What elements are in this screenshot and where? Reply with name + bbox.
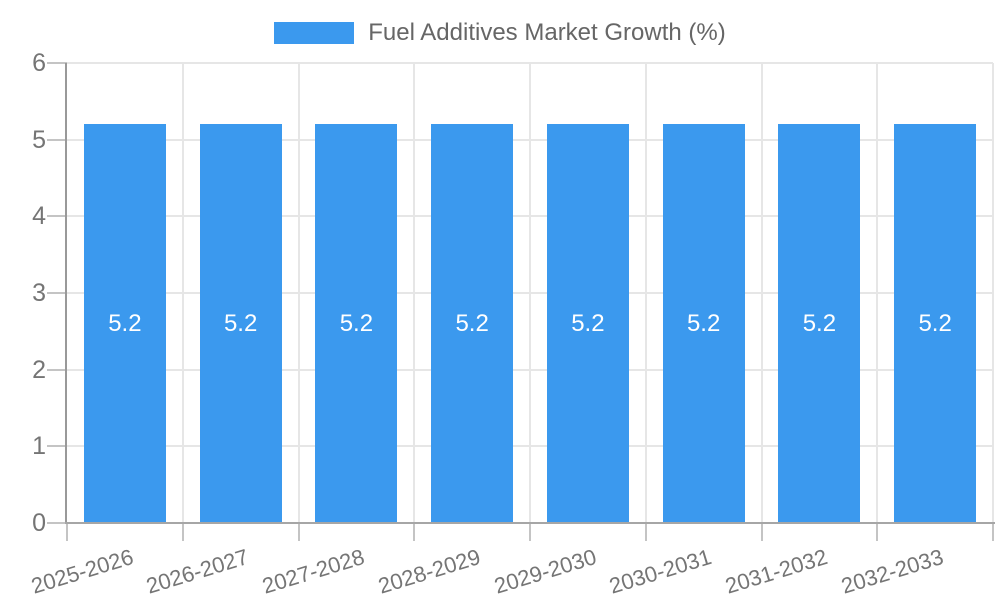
x-tick [413, 523, 416, 541]
x-tick-label: 2025-2026 [27, 544, 136, 599]
legend: Fuel Additives Market Growth (%) [0, 19, 1000, 47]
x-tick [529, 523, 531, 541]
x-gridline [529, 63, 531, 523]
bar[interactable]: 5.2 [199, 124, 282, 523]
bar[interactable]: 5.2 [778, 124, 861, 523]
y-axis-line [65, 63, 67, 523]
x-gridline [413, 63, 416, 523]
y-tick [47, 368, 67, 371]
x-axis-line [65, 522, 995, 524]
y-tick-label: 2 [32, 355, 46, 384]
bar[interactable]: 5.2 [431, 124, 514, 523]
x-tick [760, 523, 763, 541]
x-gridline [876, 63, 879, 523]
y-tick-label: 4 [32, 202, 46, 231]
x-tick [876, 523, 879, 541]
bar[interactable]: 5.2 [894, 124, 977, 523]
bar-value-label: 5.2 [223, 309, 258, 337]
y-tick [47, 445, 67, 448]
x-gridline [297, 63, 300, 523]
y-tick [47, 62, 67, 64]
x-tick [644, 523, 647, 541]
x-tick-label: 2027-2028 [259, 544, 368, 599]
legend-swatch[interactable] [274, 22, 355, 44]
bar[interactable]: 5.2 [315, 124, 398, 523]
bar-value-label: 5.2 [108, 309, 142, 337]
bar-value-label: 5.2 [455, 309, 489, 337]
x-tick-label: 2030-2031 [606, 544, 715, 599]
x-gridline [760, 63, 763, 523]
x-tick [992, 523, 994, 541]
bar-value-label: 5.2 [339, 309, 374, 337]
x-tick-label: 2029-2030 [490, 544, 599, 599]
y-tick [47, 138, 67, 141]
x-tick-label: 2026-2027 [143, 544, 252, 599]
x-tick [297, 523, 300, 541]
y-tick-label: 5 [32, 125, 46, 154]
chart-title[interactable]: Fuel Additives Market Growth (%) [368, 19, 726, 46]
y-tick [47, 292, 67, 294]
x-tick-label: 2031-2032 [722, 544, 831, 599]
x-gridline [992, 63, 994, 523]
x-gridline [181, 63, 184, 523]
y-tick-label: 6 [32, 49, 46, 77]
bar-value-label: 5.2 [802, 309, 837, 337]
bar[interactable]: 5.2 [662, 124, 745, 523]
y-tick-label: 0 [32, 509, 46, 537]
x-gridline [644, 63, 647, 523]
y-tick [47, 522, 67, 524]
y-tick-label: 3 [32, 279, 46, 307]
x-tick-label: 2032-2033 [838, 544, 947, 599]
x-tick [181, 523, 184, 541]
bar-value-label: 5.2 [571, 309, 605, 337]
plot-area: 5.2 5.2 5.2 5.2 5.2 5.2 5.2 5.2 [67, 62, 994, 523]
y-tick-label: 1 [32, 432, 46, 461]
y-tick [47, 215, 67, 218]
bar[interactable]: 5.2 [546, 124, 629, 523]
bar[interactable]: 5.2 [83, 124, 166, 523]
x-tick-label: 2028-2029 [375, 544, 484, 599]
bar-value-label: 5.2 [918, 309, 952, 337]
bar-value-label: 5.2 [686, 309, 721, 337]
x-tick [66, 523, 68, 541]
